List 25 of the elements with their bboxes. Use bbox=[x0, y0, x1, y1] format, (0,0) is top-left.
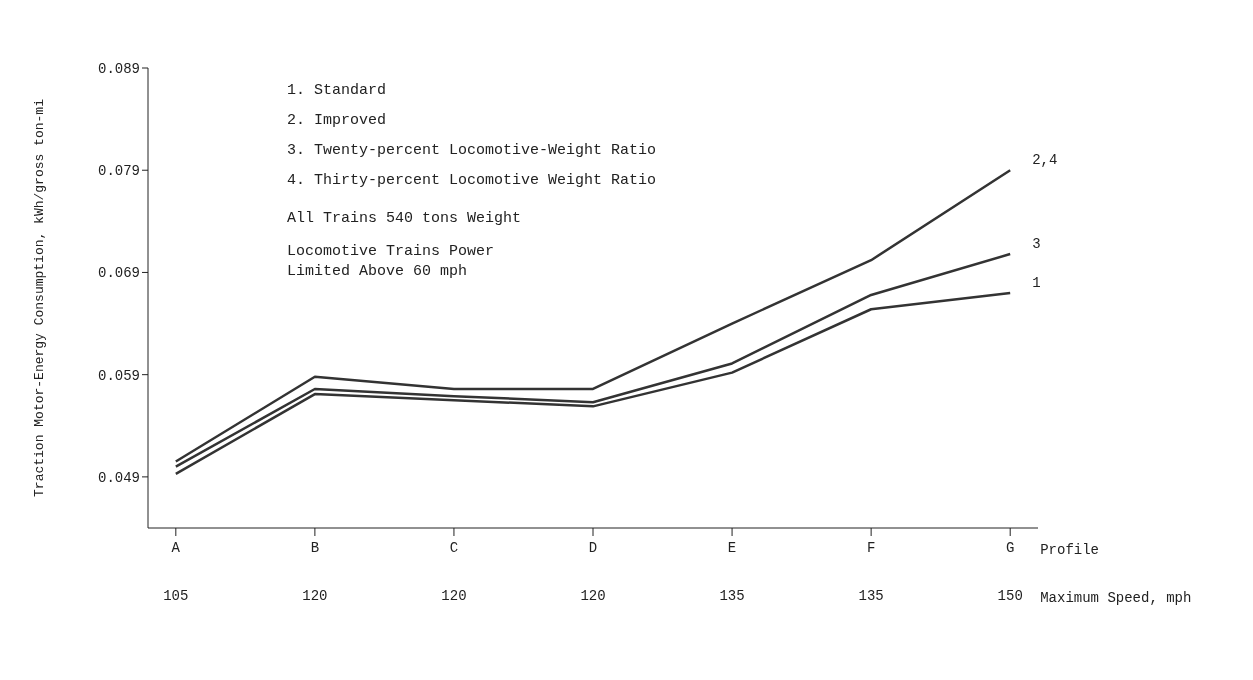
annotation: All Trains 540 tons Weight bbox=[287, 209, 523, 229]
annotation: 4. Thirty-percent Locomotive Weight Ratio bbox=[287, 171, 657, 191]
category-label: A 105 bbox=[163, 540, 189, 604]
y-tick-label: 0.069 bbox=[97, 265, 140, 282]
series-label: 3 bbox=[1032, 236, 1041, 253]
series-label: 1 bbox=[1032, 274, 1041, 291]
y-axis-title: Traction Motor-Energy Consumption, kWh/gross ton-mi bbox=[31, 98, 47, 497]
category-label: F 135 bbox=[858, 540, 884, 604]
y-tick-label: 0.089 bbox=[97, 60, 140, 77]
y-tick-label: 0.059 bbox=[97, 367, 140, 384]
category-label: E 135 bbox=[719, 540, 745, 604]
category-label: B 120 bbox=[302, 540, 328, 604]
y-tick-label: 0.049 bbox=[97, 469, 140, 486]
annotation: 3. Twenty-percent Locomotive-Weight Ratio bbox=[287, 141, 657, 161]
x-axis-title: Profile bbox=[1040, 542, 1099, 558]
category-label: C 120 bbox=[441, 540, 467, 604]
annotation: 1. Standard bbox=[287, 81, 388, 101]
annotation: 2. Improved bbox=[287, 111, 388, 131]
text: Maximum Speed, mph bbox=[1040, 590, 1192, 606]
category-label: G 150 bbox=[997, 540, 1023, 604]
annotation: Locomotive Trains Power Limited Above 60 mph bbox=[287, 242, 496, 282]
line-series bbox=[174, 168, 1012, 463]
category-label: D 120 bbox=[580, 540, 606, 604]
y-tick-label: 0.079 bbox=[97, 163, 140, 180]
series-label: 2,4 bbox=[1032, 152, 1058, 169]
